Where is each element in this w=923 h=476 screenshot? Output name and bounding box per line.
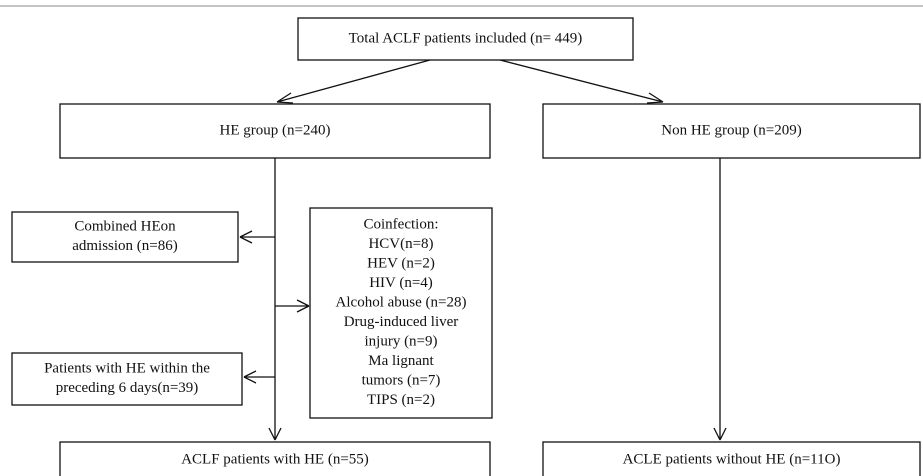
arrow [499,59,664,104]
node-label: admission (n=86) [72,238,178,254]
node-label: Patients with HE within the [44,361,210,377]
node: Combined HEon admission (n=86) [11,211,239,263]
arrow [275,299,310,313]
node-label: Total ACLF patients included (n= 449) [349,30,583,46]
arrow [276,59,431,104]
node-label: Drug-induced liver [344,314,459,330]
node: ACLF patients with HE (n=55) [59,441,491,476]
node-label: injury (n=9) [364,334,437,350]
node: Non HE group (n=209) [542,103,921,159]
node: Total ACLF patients included (n= 449) [297,17,634,61]
node-box [542,441,921,476]
node: HE group (n=240) [59,103,491,159]
arrow [243,370,275,384]
node: ACLE patients without HE (n=11O) [542,441,921,476]
node-label: HEV (n=2) [367,256,435,272]
node-label: ACLE patients without HE (n=11O) [623,451,841,467]
node-label: Ma lignant [368,353,434,369]
node-label: HIV (n=4) [369,275,433,291]
node-box [11,211,239,263]
node-box [297,17,634,61]
node-label: Alcohol abuse (n=28) [336,295,467,311]
connectors [239,59,727,441]
arrow [239,230,275,244]
node-label: ACLF patients with HE (n=55) [181,451,369,467]
arrow [713,158,727,441]
node-box [59,441,491,476]
node-label: TIPS (n=2) [367,392,435,408]
node: Patients with HE within the preceding 6 d… [11,352,243,406]
node-label: preceding 6 days(n=39) [56,380,199,396]
node-box [59,103,491,159]
arrow [268,158,282,441]
node-box [309,207,493,419]
node: Coinfection: HCV(n=8) HEV (n=2) HIV (n=4) Al… [309,207,493,419]
node-label: Combined HEon [74,219,176,235]
node-label: HCV(n=8) [368,236,433,252]
node-box [11,352,243,406]
node-label: Non HE group (n=209) [661,122,802,138]
node-label: HE group (n=240) [220,122,331,138]
node-label: Coinfection: [364,217,439,233]
node-label: tumors (n=7) [362,373,441,389]
node-box [542,103,921,159]
